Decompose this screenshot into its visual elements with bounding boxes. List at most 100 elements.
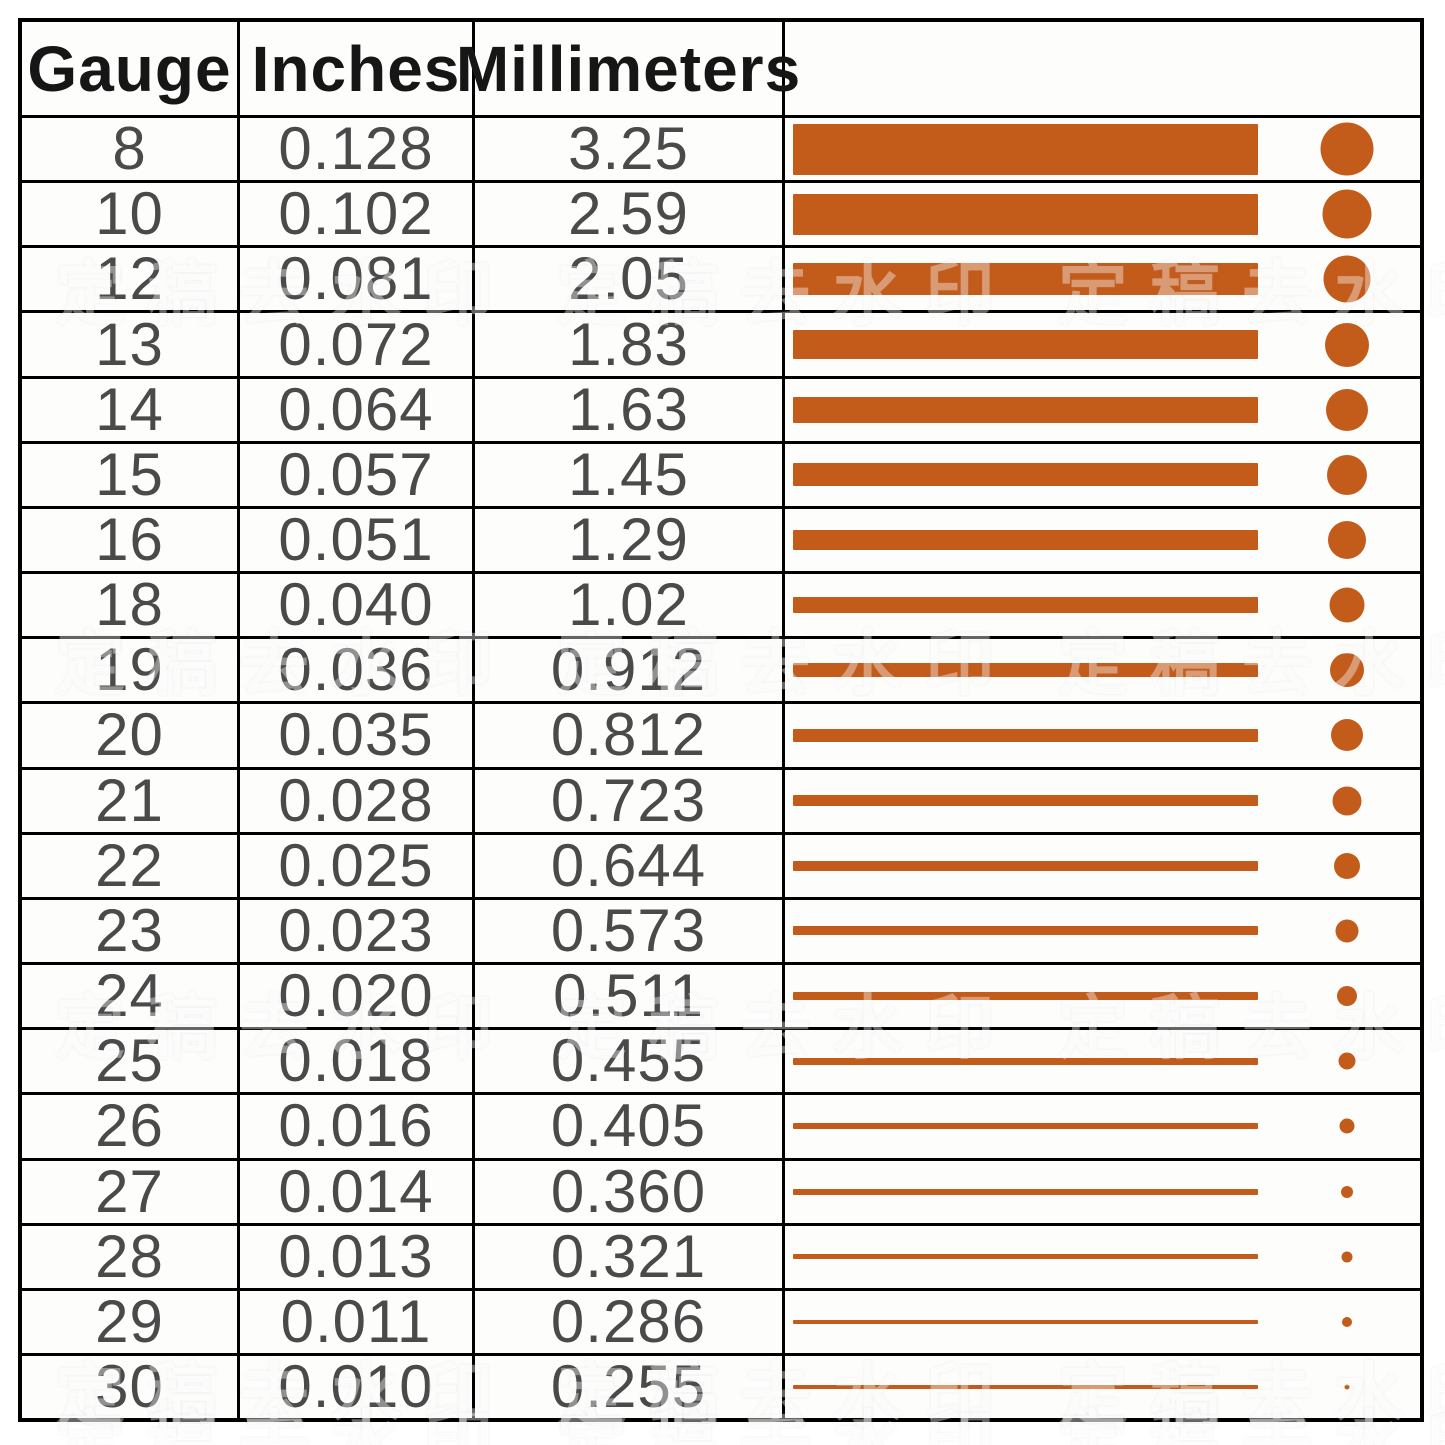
inches-cell: 0.128 <box>240 118 475 181</box>
table-row: 14 0.064 1.63 <box>22 375 1420 441</box>
table-row: 28 0.013 0.321 <box>22 1222 1420 1288</box>
gauge-cell: 20 <box>22 704 240 767</box>
wire-diameter-dot <box>1344 1384 1350 1390</box>
inches-cell: 0.013 <box>240 1225 475 1288</box>
millimeters-cell: 1.29 <box>475 508 785 572</box>
gauge-cell: 13 <box>22 313 240 376</box>
table-row: 19 0.036 0.912 <box>22 636 1420 702</box>
inches-cell: 0.102 <box>240 183 475 246</box>
visual-cell <box>785 444 1420 506</box>
millimeters-cell: 0.912 <box>475 639 785 702</box>
wire-thickness-bar <box>793 992 1258 1001</box>
millimeters-cell: 0.455 <box>475 1030 785 1093</box>
inches-cell: 0.035 <box>240 704 475 767</box>
visual-cell <box>785 248 1420 310</box>
gauge-cell: 29 <box>22 1290 240 1353</box>
table-row: 20 0.035 0.812 <box>22 701 1420 767</box>
millimeters-cell: 1.02 <box>475 574 785 637</box>
wire-thickness-bar <box>793 795 1258 807</box>
wire-diameter-dot <box>1341 1251 1353 1263</box>
inches-cell: 0.051 <box>240 508 475 572</box>
visual-cell <box>785 379 1420 441</box>
inches-cell: 0.036 <box>240 639 475 702</box>
visual-cell <box>785 1030 1420 1092</box>
visual-cell <box>785 639 1420 701</box>
wire-thickness-bar <box>793 330 1258 360</box>
gauge-cell: 23 <box>22 899 240 963</box>
visual-cell <box>785 509 1420 571</box>
inches-cell: 0.072 <box>240 313 475 376</box>
visual-cell <box>785 1291 1420 1353</box>
gauge-cell: 28 <box>22 1225 240 1288</box>
wire-diameter-dot <box>1330 653 1364 688</box>
gauge-cell: 25 <box>22 1030 240 1093</box>
wire-thickness-bar <box>793 396 1258 423</box>
wire-diameter-dot <box>1337 986 1357 1007</box>
millimeters-cell: 0.723 <box>475 769 785 832</box>
header-millimeters: Millimeters <box>456 22 800 115</box>
table-row: 8 0.128 3.25 <box>22 115 1420 181</box>
visual-cell <box>785 965 1420 1027</box>
wire-diameter-dot <box>1335 919 1359 943</box>
gauge-cell: 27 <box>22 1160 240 1223</box>
table-row: 12 0.081 2.05 <box>22 245 1420 311</box>
header-gauge: Gauge <box>22 22 240 115</box>
inches-cell: 0.040 <box>240 574 475 637</box>
inches-cell: 0.011 <box>240 1290 475 1353</box>
visual-cell <box>785 770 1420 832</box>
wire-diameter-dot <box>1322 189 1372 239</box>
millimeters-cell: 0.286 <box>475 1290 785 1353</box>
millimeters-cell: 1.63 <box>475 378 785 441</box>
wire-diameter-dot <box>1329 587 1365 623</box>
table-row: 29 0.011 0.286 <box>22 1287 1420 1353</box>
visual-cell <box>785 1095 1420 1157</box>
gauge-cell: 10 <box>22 183 240 246</box>
inches-cell: 0.020 <box>240 965 475 1028</box>
gauge-cell: 19 <box>22 639 240 702</box>
gauge-cell: 18 <box>22 574 240 637</box>
inches-cell: 0.025 <box>240 834 475 897</box>
inches-cell: 0.018 <box>240 1030 475 1093</box>
millimeters-cell: 3.25 <box>475 118 785 181</box>
gauge-cell: 14 <box>22 378 240 441</box>
inches-cell: 0.023 <box>240 899 475 963</box>
wire-diameter-dot <box>1339 1118 1355 1134</box>
millimeters-cell: 0.255 <box>475 1355 785 1419</box>
gauge-table: Gauge Inches Millimeters 8 0.128 3.25 10… <box>18 18 1424 1422</box>
visual-cell <box>785 118 1420 180</box>
wire-thickness-bar <box>793 530 1258 551</box>
visual-cell <box>785 313 1420 375</box>
wire-diameter-dot <box>1327 454 1367 495</box>
wire-thickness-bar <box>793 663 1258 678</box>
millimeters-cell: 0.321 <box>475 1225 785 1288</box>
gauge-cell: 12 <box>22 248 240 311</box>
table-row: 22 0.025 0.644 <box>22 831 1420 897</box>
millimeters-cell: 0.405 <box>475 1095 785 1158</box>
wire-thickness-bar <box>793 1254 1258 1260</box>
wire-diameter-dot <box>1323 255 1371 303</box>
inches-cell: 0.081 <box>240 248 475 311</box>
wire-thickness-bar <box>793 1188 1258 1195</box>
gauge-cell: 30 <box>22 1355 240 1419</box>
gauge-cell: 21 <box>22 769 240 832</box>
gauge-cell: 24 <box>22 965 240 1028</box>
table-row: 21 0.028 0.723 <box>22 766 1420 832</box>
wire-thickness-bar <box>793 1319 1258 1324</box>
visual-cell <box>785 183 1420 245</box>
header-row: Gauge Inches Millimeters <box>22 22 1420 115</box>
millimeters-cell: 0.573 <box>475 899 785 963</box>
wire-thickness-bar <box>793 263 1258 296</box>
gauge-cell: 8 <box>22 118 240 181</box>
table-row: 23 0.023 0.573 <box>22 896 1420 963</box>
wire-thickness-bar <box>793 926 1258 936</box>
wire-diameter-dot <box>1341 1185 1353 1198</box>
wire-thickness-bar <box>793 463 1258 487</box>
inches-cell: 0.016 <box>240 1095 475 1158</box>
visual-cell <box>785 835 1420 897</box>
header-inches: Inches <box>240 22 475 115</box>
wire-thickness-bar <box>793 597 1258 614</box>
millimeters-cell: 0.644 <box>475 834 785 897</box>
table-row: 30 0.010 0.255 <box>22 1352 1420 1419</box>
wire-diameter-dot <box>1320 122 1374 176</box>
millimeters-cell: 0.812 <box>475 704 785 767</box>
